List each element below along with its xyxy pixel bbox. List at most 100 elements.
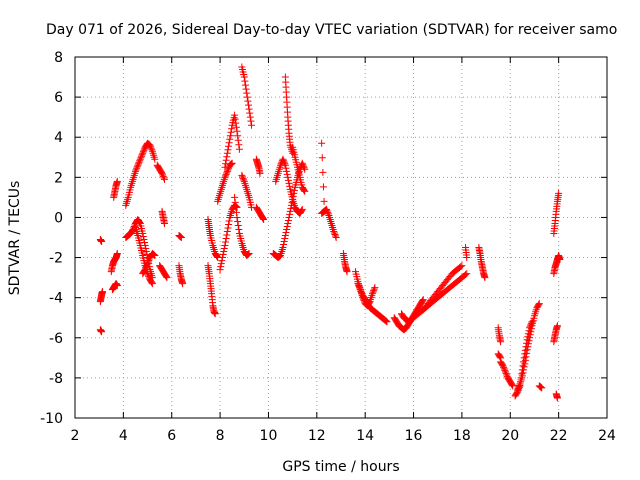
data-point: [234, 217, 242, 225]
data-point: [99, 288, 107, 296]
x-tick-label: 14: [356, 428, 374, 444]
data-point: [247, 117, 255, 125]
data-point: [139, 232, 147, 240]
series-arc-37: [419, 270, 471, 314]
data-point: [140, 236, 148, 244]
series-arc-04: [107, 250, 121, 276]
data-point: [515, 381, 523, 389]
series-arc-18: [214, 159, 236, 205]
data-point: [148, 146, 156, 154]
data-point: [146, 141, 154, 149]
data-point: [245, 101, 253, 109]
data-point: [524, 340, 532, 348]
data-point: [281, 161, 289, 169]
data-point: [139, 149, 147, 157]
data-point: [514, 384, 522, 392]
data-point: [113, 282, 121, 290]
data-point: [519, 369, 527, 377]
data-point: [285, 213, 293, 221]
data-point: [136, 218, 144, 226]
data-point: [160, 219, 168, 227]
data-point: [232, 119, 240, 127]
data-point: [134, 160, 142, 168]
data-point: [283, 222, 291, 230]
data-point: [358, 289, 366, 297]
data-point: [508, 381, 516, 389]
series-arc-42: [497, 358, 517, 390]
series-arc-05: [108, 280, 121, 294]
data-point: [227, 128, 235, 136]
data-point: [357, 287, 365, 295]
data-point: [370, 287, 378, 295]
data-point: [301, 187, 309, 195]
data-point: [256, 169, 264, 177]
series-arc-47: [550, 189, 563, 237]
data-point: [224, 146, 232, 154]
series-arc-10: [139, 250, 159, 278]
data-point: [518, 372, 526, 380]
data-point: [284, 173, 292, 181]
data-point: [538, 384, 546, 392]
data-point: [319, 168, 327, 176]
data-point: [289, 149, 297, 157]
data-point: [500, 365, 508, 373]
y-tick-label: 4: [54, 130, 63, 146]
data-point: [225, 217, 233, 225]
data-point: [501, 368, 509, 376]
data-point: [555, 189, 563, 197]
data-point: [290, 186, 298, 194]
y-tick-label: -10: [40, 411, 63, 427]
data-point: [177, 233, 185, 241]
series-arc-01: [96, 288, 107, 306]
data-point: [356, 286, 364, 294]
data-point: [162, 273, 170, 281]
data-point: [225, 164, 233, 172]
data-point: [221, 242, 229, 250]
data-point: [463, 270, 471, 278]
data-point: [145, 257, 153, 265]
data-point: [222, 238, 230, 246]
data-point: [98, 328, 106, 336]
data-point: [142, 263, 150, 271]
data-point: [356, 284, 364, 292]
data-point: [233, 213, 241, 221]
data-point: [282, 228, 290, 236]
data-point: [381, 316, 389, 324]
data-point: [283, 225, 291, 233]
data-point: [238, 173, 246, 181]
data-point: [113, 177, 121, 185]
data-point: [280, 238, 288, 246]
data-point: [300, 164, 308, 172]
series-arc-06: [110, 177, 121, 201]
data-point: [147, 144, 155, 152]
data-point: [330, 227, 338, 235]
data-point: [275, 253, 283, 261]
data-point: [527, 328, 535, 336]
series-arc-14: [175, 262, 187, 288]
data-point: [301, 165, 309, 173]
data-point: [282, 164, 290, 172]
data-point: [231, 115, 239, 123]
data-point: [286, 182, 294, 190]
data-point: [535, 301, 543, 309]
data-point: [160, 174, 168, 182]
data-point: [235, 141, 243, 149]
data-point: [526, 331, 534, 339]
data-point: [176, 232, 184, 240]
data-point: [281, 231, 289, 239]
data-point: [234, 221, 242, 229]
data-point: [140, 146, 148, 154]
y-tick-labels: -10 -8 -6 -4 -2 0 2 4 6 8: [40, 50, 63, 427]
data-point: [298, 159, 306, 167]
data-point: [98, 238, 106, 246]
data-point: [234, 136, 242, 144]
data-point: [245, 250, 253, 258]
data-point: [163, 274, 171, 282]
data-point: [240, 73, 248, 81]
data-point: [458, 262, 466, 270]
x-tick-label: 24: [598, 428, 616, 444]
series-arc-22: [238, 63, 256, 129]
series-arc-15: [175, 231, 185, 241]
data-point: [160, 175, 168, 183]
data-point: [343, 268, 351, 276]
